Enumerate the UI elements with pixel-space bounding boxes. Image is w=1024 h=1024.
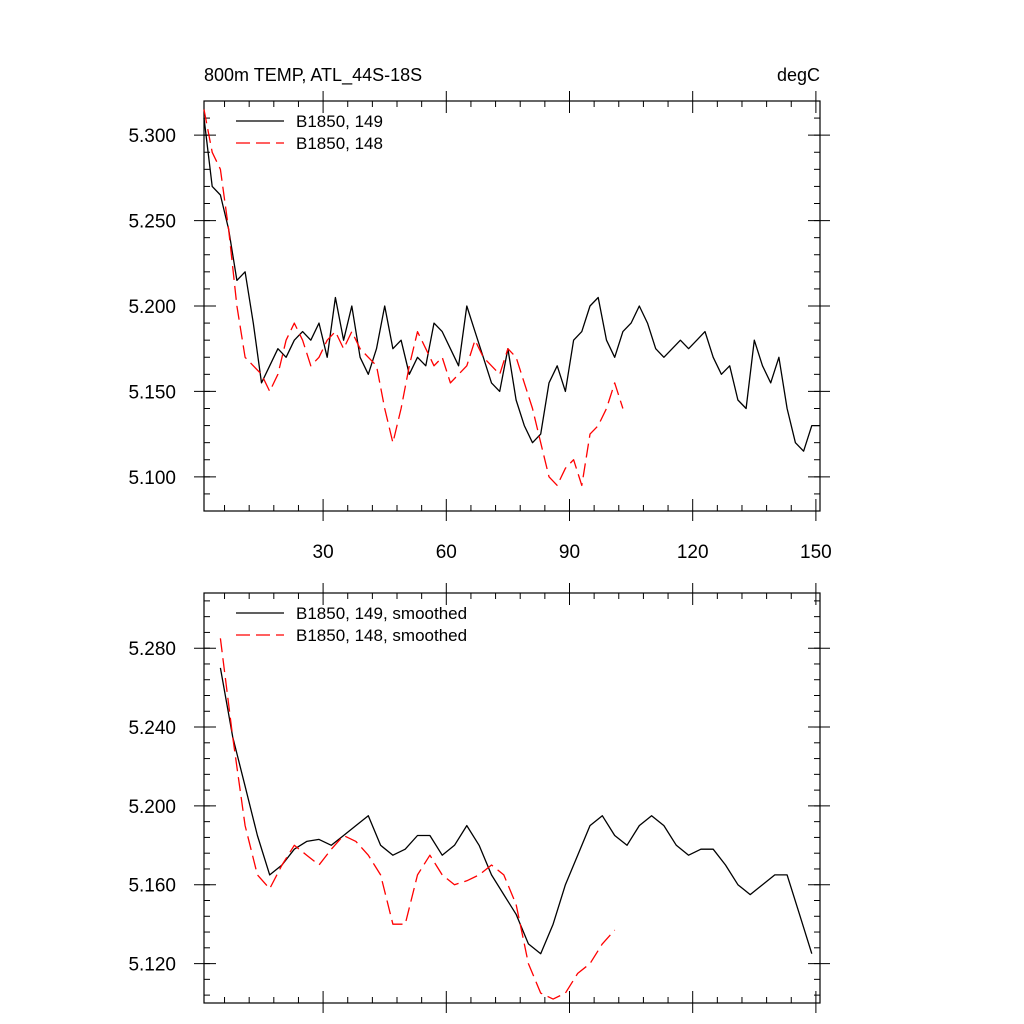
- y-tick-label: 5.250: [128, 212, 176, 233]
- y-tick-label: 5.150: [128, 382, 176, 403]
- series-line-red: [203, 109, 624, 487]
- x-tick-label: 120: [677, 542, 709, 563]
- chart-title: 800m TEMP, ATL_44S-18S: [204, 65, 422, 86]
- top-panel: 5.100 5.150 5.200 5.250 5.300 30 60 90 120 150 800…: [128, 65, 831, 563]
- y-tick-label: 5.100: [128, 468, 176, 489]
- legend-label: B1850, 149, smoothed: [296, 604, 467, 623]
- y-tick-label: 5.200: [128, 797, 176, 818]
- plot-frame: [203, 592, 821, 1004]
- bottom-panel: 5.120 5.160 5.200 5.240 5.280 B1850, 149, smo…: [128, 583, 830, 1013]
- legend-label: B1850, 148: [296, 134, 383, 153]
- x-tick-label: 150: [800, 542, 832, 563]
- series-line-red: [219, 638, 616, 1000]
- x-tick-label: 60: [436, 542, 457, 563]
- y-tick-label: 5.120: [128, 955, 176, 976]
- y-tick-label: 5.160: [128, 876, 176, 897]
- y-tick-label: 5.240: [128, 718, 176, 739]
- x-tick-label: 90: [559, 542, 580, 563]
- legend-label: B1850, 149: [296, 112, 383, 131]
- legend-label: B1850, 148, smoothed: [296, 626, 467, 645]
- series-line-black: [203, 118, 820, 452]
- units-label: degC: [777, 65, 820, 85]
- y-tick-label: 5.280: [128, 639, 176, 660]
- y-tick-label: 5.300: [128, 126, 176, 147]
- x-tick-label: 30: [313, 542, 334, 563]
- plot-frame: [203, 100, 821, 512]
- y-tick-label: 5.200: [128, 297, 176, 318]
- series-line-black: [219, 667, 813, 955]
